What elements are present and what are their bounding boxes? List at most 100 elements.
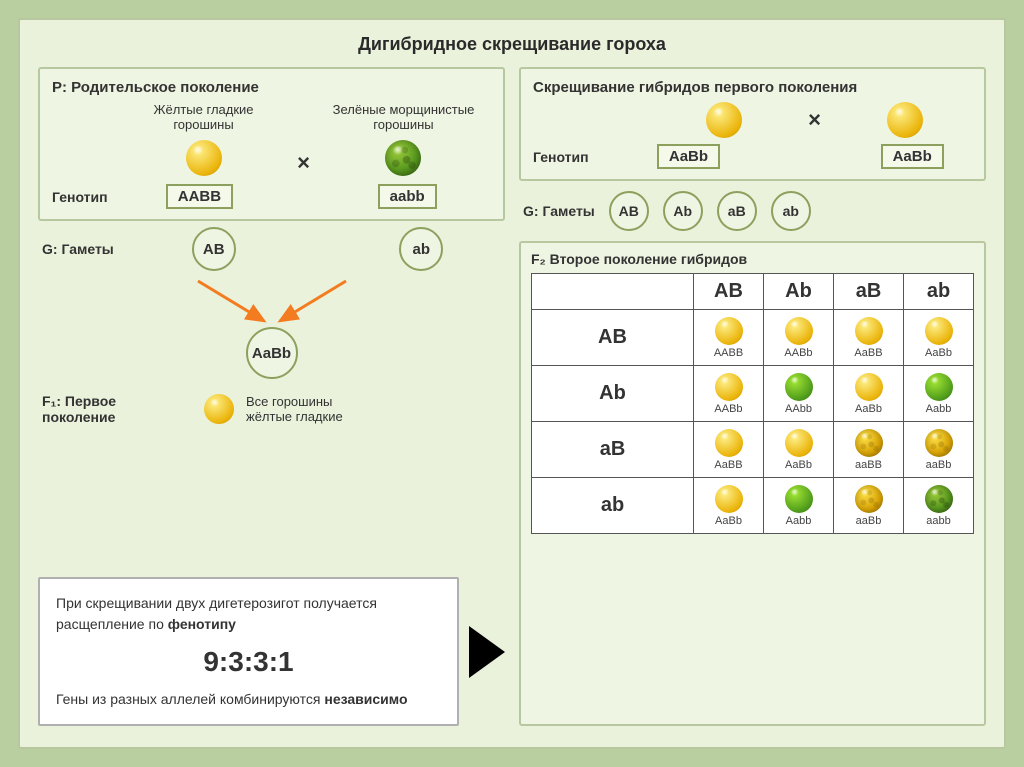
cell-genotype: AABb: [714, 403, 742, 415]
pea-icon: [715, 373, 743, 401]
punnett-cell-1-3: Aabb: [904, 366, 974, 422]
punnett-cell-3-3: aabb: [904, 478, 974, 534]
punnett-cell-3-1: Aabb: [764, 478, 834, 534]
gametes-row-right: G: Гаметы AB Ab aB ab: [519, 191, 986, 231]
punnett-row-1: Ab: [532, 366, 694, 422]
parents-row: Жёлтые гладкие горошины × Зелёные морщин…: [52, 102, 491, 176]
parent2-pea-icon: [385, 140, 421, 176]
genotype-row: Генотип AABB aabb: [52, 184, 491, 209]
punnett-col-2: aB: [834, 274, 904, 310]
result-line2: Гены из разных аллелей комбинируются нез…: [56, 689, 441, 710]
result-row: При скрещивании двух дигетерозигот получ…: [38, 577, 505, 726]
f1-label: F₁: Первое поколение: [42, 393, 192, 425]
cell-genotype: AaBb: [855, 403, 882, 415]
pea-icon: [925, 485, 953, 513]
cell-genotype: AaBb: [715, 515, 742, 527]
main-title: Дигибридное скрещивание гороха: [38, 34, 986, 55]
f1-parent1-genotype: AaBb: [657, 144, 720, 169]
f2-title: F₂ Второе поколение гибридов: [531, 251, 974, 267]
punnett-col-3: ab: [904, 274, 974, 310]
genotype-label: Генотип: [52, 189, 108, 205]
punnett-row-0: AB: [532, 310, 694, 366]
punnett-col-0: AB: [694, 274, 764, 310]
columns: P: Родительское поколение Жёлтые гладкие…: [38, 67, 986, 726]
parent1-label: Жёлтые гладкие горошины: [154, 102, 254, 132]
gametes-row: G: Гаметы AB ab: [38, 227, 505, 271]
cross-panel-title: Скрещивание гибридов первого поколения: [533, 79, 972, 96]
gamete-r-1: Ab: [663, 191, 703, 231]
cell-genotype: aabb: [926, 515, 950, 527]
pea-icon: [785, 485, 813, 513]
pea-icon: [855, 317, 883, 345]
punnett-cell-3-2: aaBb: [834, 478, 904, 534]
f1-pea-icon: [204, 394, 234, 424]
result-line1: При скрещивании двух дигетерозигот получ…: [56, 593, 441, 635]
cell-genotype: AABB: [714, 347, 743, 359]
arrow-right-icon: [469, 626, 505, 678]
cell-genotype: Aabb: [926, 403, 952, 415]
genotype-label-2: Генотип: [533, 149, 589, 165]
cross-arrows-icon: [152, 277, 392, 327]
cell-genotype: AAbb: [785, 403, 812, 415]
arrows-area: AaBb: [38, 277, 505, 379]
pea-icon: [925, 317, 953, 345]
pea-icon: [715, 485, 743, 513]
punnett-corner: [532, 274, 694, 310]
result-box: При скрещивании двух дигетерозигот получ…: [38, 577, 459, 726]
cross-symbol-2: ×: [802, 107, 827, 133]
cell-genotype: AaBb: [785, 459, 812, 471]
punnett-cell-0-3: AaBb: [904, 310, 974, 366]
cell-genotype: AaBB: [714, 459, 742, 471]
f1-genotype-row: Генотип AaBb AaBb: [533, 144, 972, 169]
punnett-cell-0-1: AABb: [764, 310, 834, 366]
f1-row: F₁: Первое поколение Все горошины жёлтые…: [38, 393, 505, 425]
punnett-square: AB Ab aB ab AB AABB AABb AaBB AaBb Ab AABb AAbb…: [531, 273, 974, 534]
p-panel-title: P: Родительское поколение: [52, 79, 491, 96]
pea-icon: [785, 317, 813, 345]
gamete-ab: ab: [399, 227, 443, 271]
cell-genotype: AaBb: [925, 347, 952, 359]
punnett-cell-2-1: AaBb: [764, 422, 834, 478]
f1-desc: Все горошины жёлтые гладкие: [246, 394, 343, 424]
punnett-cell-2-2: aaBB: [834, 422, 904, 478]
parent1-col: Жёлтые гладкие горошины: [116, 102, 291, 176]
pea-icon: [855, 485, 883, 513]
right-column: Скрещивание гибридов первого поколения ×…: [519, 67, 986, 726]
punnett-cell-1-0: AABb: [694, 366, 764, 422]
pea-icon: [855, 373, 883, 401]
cell-genotype: Aabb: [786, 515, 812, 527]
phenotype-ratio: 9:3:3:1: [56, 641, 441, 683]
parent2-genotype: aabb: [378, 184, 437, 209]
gametes-label: G: Гаметы: [42, 241, 122, 257]
gamete-AB: AB: [192, 227, 236, 271]
cell-genotype: aaBb: [926, 459, 952, 471]
punnett-cell-3-0: AaBb: [694, 478, 764, 534]
punnett-cell-1-1: AAbb: [764, 366, 834, 422]
parent2-label: Зелёные морщинистые горошины: [333, 102, 475, 132]
gamete-r-2: aB: [717, 191, 757, 231]
punnett-cell-2-3: aaBb: [904, 422, 974, 478]
punnett-cell-1-2: AaBb: [834, 366, 904, 422]
f1-genotype-circle: AaBb: [246, 327, 298, 379]
parent1-genotype: AABB: [166, 184, 233, 209]
result-text2: Гены из разных аллелей комбинируются: [56, 691, 324, 707]
left-stack: P: Родительское поколение Жёлтые гладкие…: [38, 67, 505, 567]
pea-icon: [785, 429, 813, 457]
punnett-row-3: ab: [532, 478, 694, 534]
cross-symbol: ×: [291, 150, 316, 176]
gametes-label-2: G: Гаметы: [523, 203, 595, 219]
pea-icon: [785, 373, 813, 401]
cell-genotype: aaBb: [856, 515, 882, 527]
punnett-cell-0-2: AaBB: [834, 310, 904, 366]
result-bold2: независимо: [324, 691, 407, 707]
f1-cross-panel: Скрещивание гибридов первого поколения ×…: [519, 67, 986, 181]
pea-icon: [715, 317, 743, 345]
f1-parents-row: ×: [533, 102, 972, 138]
f1-parent2-pea-icon: [887, 102, 923, 138]
punnett-panel: F₂ Второе поколение гибридов AB Ab aB ab…: [519, 241, 986, 726]
cell-genotype: AABb: [784, 347, 812, 359]
f1-parent1-pea-icon: [706, 102, 742, 138]
pea-icon: [715, 429, 743, 457]
punnett-col-1: Ab: [764, 274, 834, 310]
pea-icon: [925, 373, 953, 401]
